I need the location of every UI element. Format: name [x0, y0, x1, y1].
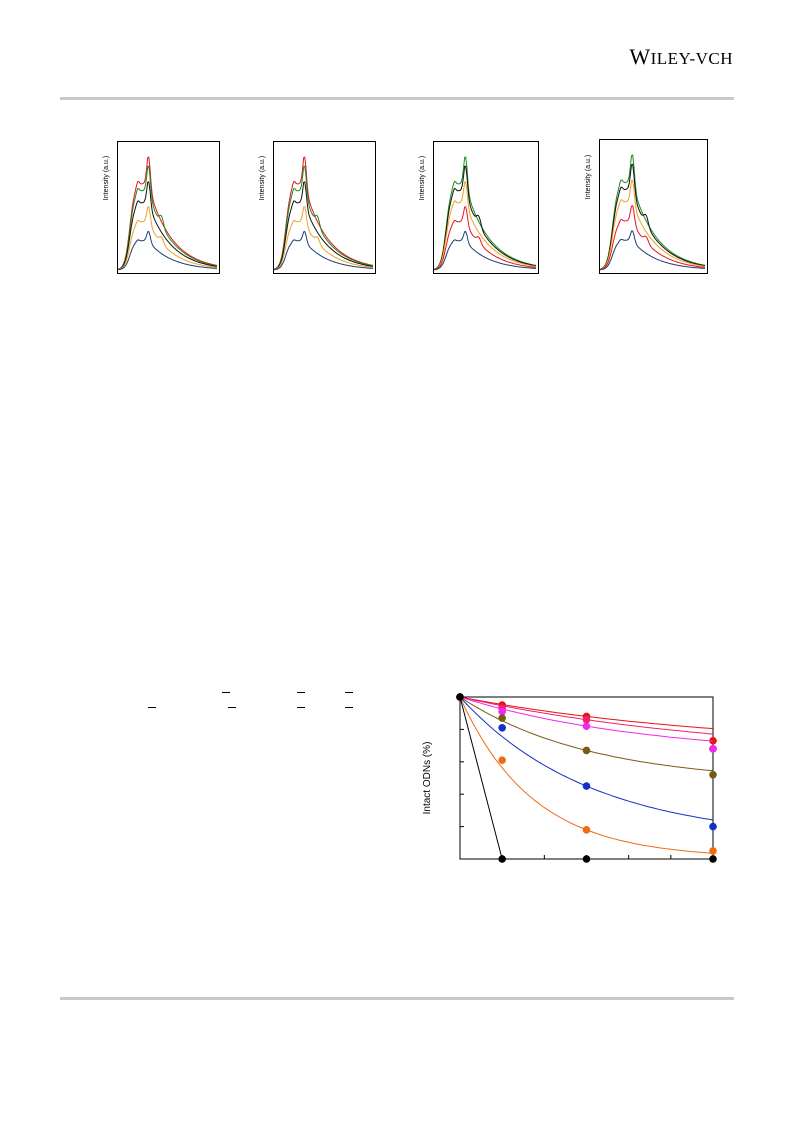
data-point-olive — [709, 770, 717, 779]
footer-rule — [60, 997, 734, 1000]
spectrum-plot — [273, 156, 374, 271]
spectrum-trace-black — [599, 163, 706, 270]
spectrum-panel-4: Intensity (a.u.) — [557, 138, 709, 275]
dash-mark — [228, 707, 236, 708]
spectrum-trace-red — [433, 206, 537, 271]
data-point-black — [582, 855, 591, 863]
data-point-orange — [498, 756, 506, 764]
data-point-orange — [709, 847, 717, 855]
spectrum-plot — [599, 154, 706, 271]
spectrum-trace-green — [433, 156, 537, 270]
data-point-blue — [498, 723, 506, 732]
spectrum-trace-orange — [273, 206, 374, 271]
spectrum-frame — [273, 141, 376, 274]
header-rule — [60, 97, 734, 100]
data-point-pink — [582, 715, 591, 724]
spectrum-frame — [117, 141, 220, 274]
spectrum-trace-navy — [117, 231, 217, 271]
data-point-olive — [582, 746, 591, 755]
spectrum-trace-green — [599, 154, 706, 270]
dash-mark — [345, 707, 353, 708]
dash-mark — [222, 692, 230, 693]
spectrum-plot — [433, 156, 537, 271]
spectrum-panel-2: Intensity (a.u.) — [233, 140, 378, 275]
spectrum-trace-orange — [433, 181, 537, 270]
publisher-suffix: -VCH — [689, 49, 733, 68]
data-point-orange — [582, 826, 591, 834]
spectrum-panel-3: Intensity (a.u.) — [393, 140, 543, 275]
dash-mark — [345, 692, 353, 693]
fit-curve-black — [459, 696, 713, 860]
dash-mark — [148, 707, 156, 708]
dash-mark — [297, 692, 305, 693]
data-point-olive — [498, 714, 506, 722]
spectrum-trace-navy — [273, 231, 373, 271]
spectrum-trace-orange — [117, 206, 218, 271]
spectrum-trace-orange — [599, 179, 706, 270]
y-axis-label: Intact ODNs (%) — [422, 742, 433, 815]
spectrum-trace-black — [273, 181, 374, 270]
publisher-logo: WILEY-VCH — [629, 44, 733, 70]
data-point-black — [456, 693, 464, 701]
data-point-magenta — [709, 745, 717, 753]
spectrum-trace-red — [273, 156, 374, 270]
spectrum-trace-navy — [433, 231, 536, 271]
table-dash-marks — [140, 688, 360, 718]
spectrum-trace-black — [433, 165, 537, 270]
spectrum-trace-green — [273, 165, 374, 270]
data-point-black — [498, 855, 506, 863]
spectrum-plot — [117, 156, 218, 271]
data-point-blue — [582, 782, 591, 790]
spectrum-trace-red — [599, 205, 706, 271]
spectrum-trace-black — [117, 181, 218, 270]
publisher-name: ILEY — [650, 49, 690, 68]
spectrum-panel-1: Intensity (a.u.) — [75, 140, 220, 275]
data-point-black — [709, 855, 717, 863]
dash-mark — [297, 707, 305, 708]
data-point-magenta — [498, 707, 506, 716]
spectrum-trace-red — [117, 156, 218, 270]
spectrum-frame — [433, 141, 539, 274]
data-point-blue — [709, 822, 717, 831]
spectrum-frame — [599, 139, 708, 274]
data-point-magenta — [582, 722, 591, 730]
spectrum-trace-navy — [599, 230, 706, 271]
publisher-initial: W — [629, 44, 651, 69]
spectrum-trace-green — [117, 165, 218, 270]
intact-odn-chart: Intact ODNs (%) — [422, 693, 717, 863]
